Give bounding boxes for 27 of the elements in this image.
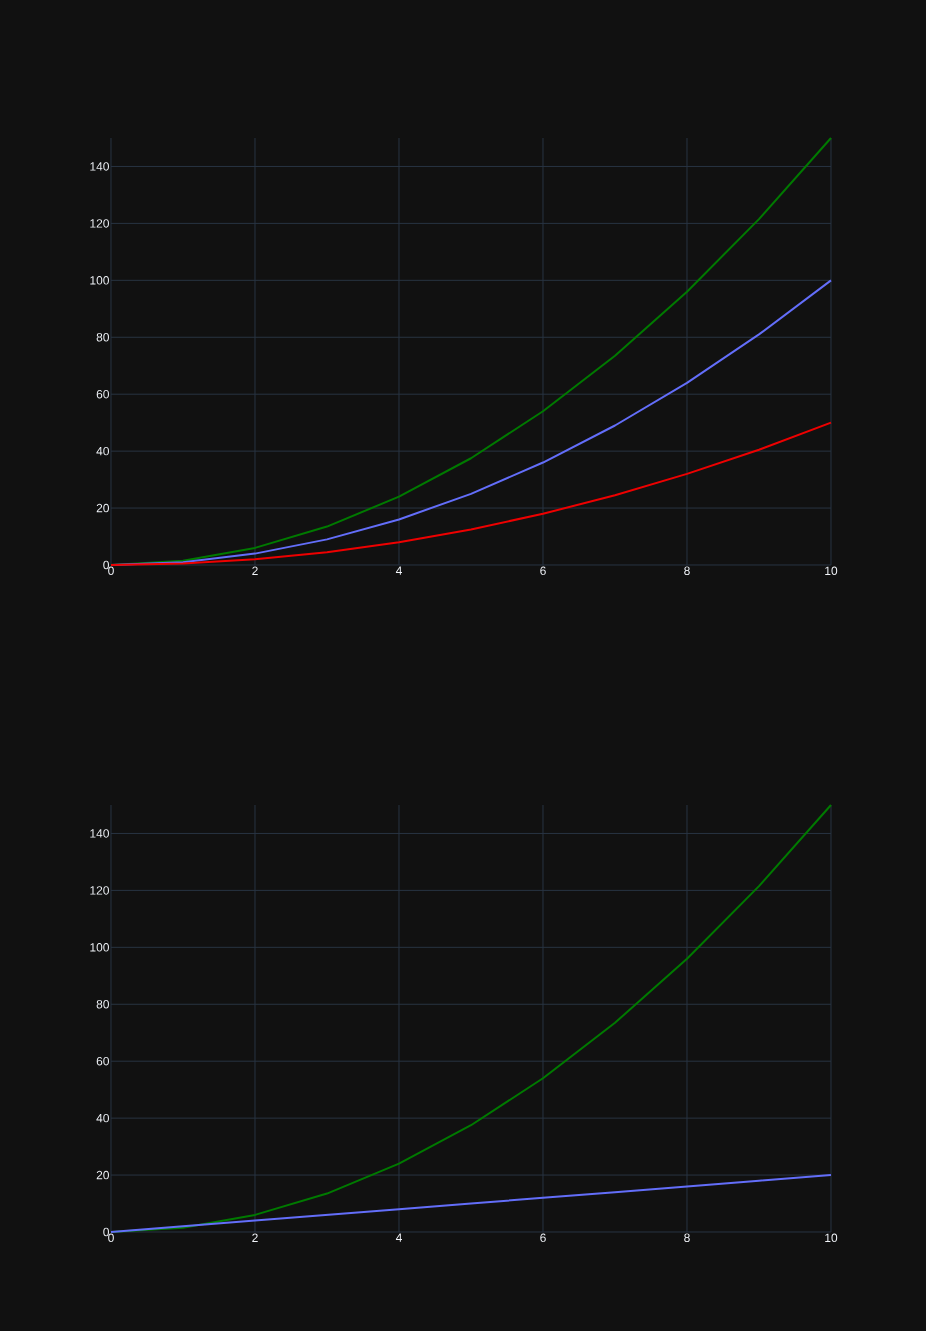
y-tick-label: 80	[96, 1000, 109, 1009]
y-tick-label: 80	[96, 333, 109, 342]
x-tick-label: 2	[252, 1233, 258, 1242]
x-tick-label: 6	[540, 566, 546, 576]
y-tick-label: 40	[96, 1113, 109, 1123]
x-tick-label: 8	[684, 566, 690, 576]
y-tick-label: 140	[90, 829, 109, 838]
y-tick-label: 60	[96, 1056, 109, 1066]
y-tick-label: 100	[90, 943, 109, 952]
x-tick-label: 4	[395, 1233, 402, 1242]
y-tick-label: 100	[90, 276, 109, 285]
x-tick-label: 8	[684, 1233, 690, 1243]
y-tick-label: 20	[96, 503, 109, 513]
line-series	[110, 803, 832, 1233]
y-tick-label: 40	[96, 446, 109, 456]
line-series	[110, 137, 832, 566]
x-tick-label: 4	[395, 566, 402, 575]
x-tick-label: 2	[252, 566, 258, 575]
y-tick-label: 120	[90, 219, 109, 228]
y-tick-label: 20	[96, 1170, 109, 1180]
line-series	[110, 421, 832, 566]
y-tick-label: 60	[96, 389, 109, 399]
x-tick-label: 6	[540, 1233, 546, 1243]
y-tick-label: 120	[90, 886, 109, 895]
x-tick-label: 10	[825, 1233, 838, 1243]
y-tick-label: 140	[90, 162, 109, 171]
x-tick-label: 10	[825, 566, 838, 576]
